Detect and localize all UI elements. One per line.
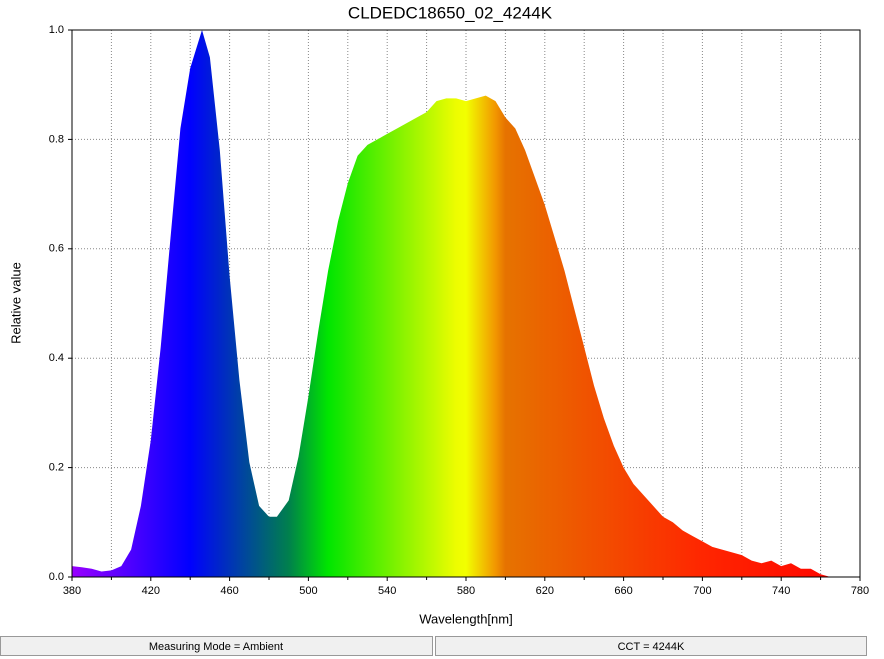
chart-title: CLDEDC18650_02_4244K [348, 3, 553, 22]
y-tick-label: 1.0 [49, 24, 64, 36]
x-tick-label: 620 [536, 585, 554, 597]
status-text: CCT = 4244K [618, 641, 685, 653]
y-tick-label: 0.0 [49, 571, 64, 583]
x-tick-label: 580 [457, 585, 475, 597]
x-axis-label: Wavelength[nm] [419, 611, 512, 626]
x-tick-label: 420 [142, 585, 160, 597]
x-tick-label: 700 [693, 585, 711, 597]
status-text: Measuring Mode = Ambient [149, 641, 283, 653]
y-tick-label: 0.8 [49, 133, 64, 145]
status-cell [0, 636, 433, 656]
x-tick-label: 660 [614, 585, 632, 597]
x-tick-label: 740 [772, 585, 790, 597]
y-tick-label: 0.6 [49, 243, 64, 255]
x-tick-label: 460 [220, 585, 238, 597]
x-tick-label: 500 [299, 585, 317, 597]
y-tick-label: 0.2 [49, 462, 64, 474]
y-axis-label: Relative value [8, 262, 23, 344]
x-tick-label: 540 [378, 585, 396, 597]
spectrum-area [72, 30, 860, 577]
x-tick-label: 380 [63, 585, 81, 597]
y-tick-label: 0.4 [49, 352, 64, 364]
x-tick-label: 780 [851, 585, 869, 597]
status-cell [435, 636, 867, 656]
